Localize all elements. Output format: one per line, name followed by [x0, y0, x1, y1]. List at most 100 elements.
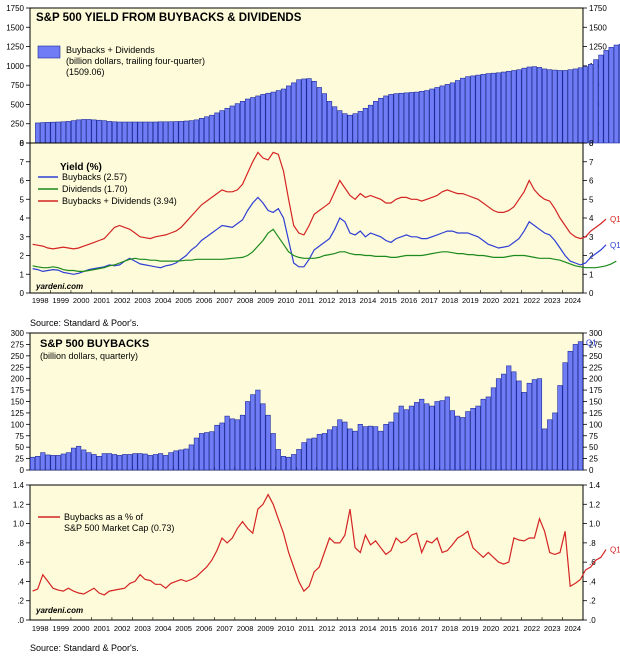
p3-bar — [158, 453, 164, 471]
p1-bar — [434, 87, 440, 144]
p3-ytick-label-right: 100 — [589, 420, 603, 429]
p1-bar — [613, 44, 619, 144]
p2-legend-label-green: Dividends (1.70) — [62, 184, 128, 194]
p1-ytick-label-left: 250 — [11, 120, 25, 129]
p1-bar — [245, 98, 251, 144]
p4-series-line-red — [32, 493, 607, 596]
p1-bar — [526, 66, 532, 144]
p4-ytick-label-right: 1.0 — [589, 520, 601, 529]
p3-bar — [111, 454, 118, 471]
p3-bar — [577, 341, 583, 471]
year-tick-label: 2005 — [175, 296, 192, 305]
year-tick-label: 2021 — [503, 624, 520, 633]
year-tick-label: 2002 — [114, 296, 131, 305]
p1-bar — [373, 101, 379, 144]
p1-bar — [511, 70, 517, 144]
year-tick-label: 2013 — [339, 624, 356, 633]
p1-bar — [204, 116, 210, 144]
p1-bar — [255, 95, 261, 144]
p1-bar — [265, 92, 271, 144]
p1-bar — [547, 69, 553, 144]
p4-plot-area — [29, 484, 584, 621]
p1-bar — [91, 119, 97, 144]
p3-bar — [367, 425, 374, 471]
p3-bar — [511, 371, 517, 471]
year-tick-label: 2010 — [278, 624, 295, 633]
year-tick-label: 2004 — [155, 296, 172, 305]
p1-bar — [183, 120, 189, 144]
p3-ytick-label-left: 175 — [11, 386, 25, 395]
p1-bar — [552, 69, 558, 144]
p3-title: S&P 500 BUYBACKS — [40, 338, 149, 350]
p1-bar — [76, 119, 82, 144]
p2-ytick-label-right: 1 — [589, 270, 594, 279]
p3-bar — [480, 398, 486, 471]
year-tick-label: 2000 — [73, 296, 90, 305]
p2-series-line-red — [32, 151, 607, 250]
p3-bar — [137, 453, 143, 471]
p3-ytick-label-left: 250 — [11, 352, 25, 361]
p1-title: S&P 500 YIELD FROM BUYBACKS & DIVIDENDS — [36, 12, 302, 24]
p1-bar — [347, 114, 353, 144]
p3-bar — [419, 398, 425, 471]
p4-watermark: yardeni.com — [35, 606, 83, 615]
p1-bar — [70, 120, 77, 144]
p3-ytick-label-right: 275 — [589, 340, 603, 349]
buybacks-dividends-panel: 0025025050050075075010001000125012501500… — [6, 4, 620, 148]
p3-bar — [557, 385, 563, 471]
p3-ytick-label-left: 25 — [15, 455, 24, 464]
year-tick-label: 2009 — [257, 296, 274, 305]
p2-ytick-label-left: 2 — [20, 252, 25, 261]
year-tick-label: 2008 — [237, 296, 254, 305]
p3-ytick-label-right: 225 — [589, 363, 603, 372]
p3-bar — [567, 350, 573, 471]
p1-bar — [403, 92, 409, 144]
p1-bar — [521, 67, 527, 144]
p1-bar — [598, 54, 604, 144]
p3-bar — [234, 419, 240, 471]
p3-bar — [326, 429, 333, 471]
p4-legend-label-line2: S&P 500 Market Cap (0.73) — [64, 523, 174, 533]
p1-bar — [142, 121, 148, 144]
year-tick-label: 2007 — [216, 296, 233, 305]
p1-bar — [424, 90, 430, 144]
buybacks-panel: 0 0 25 25 50 50 75 75 100 100 125 125 150 150 175 175 20… — [11, 329, 603, 475]
year-axis-top: 1998 1999 2000 2001 2002 2003 2004 2005 2006 2007… — [32, 296, 581, 305]
p1-bar — [531, 66, 537, 144]
year-tick-label: 2014 — [360, 296, 377, 305]
p3-bar — [296, 449, 302, 471]
p3-bar — [434, 401, 440, 471]
p1-ytick-label-left: 0 — [20, 139, 25, 148]
p1-bar — [40, 122, 46, 144]
p3-bar — [275, 449, 281, 471]
year-tick-label: 2009 — [257, 624, 274, 633]
buybacks-pct-panel: .0 .0 .2 .2 .4 .4 .6 .6 .8 .8 1.0 1.0 1.2 1.2 1.4 1.4 Q1… — [13, 481, 620, 625]
p1-bar — [301, 78, 307, 144]
year-tick-label: 2016 — [401, 624, 418, 633]
p2-plot-area — [29, 142, 584, 294]
p1-bar — [209, 114, 215, 144]
p3-bar — [562, 362, 568, 471]
p2-ytick-label-left: 0 — [20, 289, 25, 298]
p1-bar — [603, 50, 609, 144]
p1-legend-label: Buybacks + Dividends — [66, 45, 155, 55]
p3-bar — [526, 382, 532, 471]
p4-ytick-label-right: .0 — [589, 616, 596, 625]
year-tick-label: 2001 — [93, 624, 110, 633]
p3-bar — [142, 453, 148, 471]
p1-ytick-label-left: 500 — [11, 100, 25, 109]
p2-end-label-blue: Q1 — [610, 241, 620, 250]
p1-bar — [398, 92, 404, 144]
p1-bar — [454, 80, 461, 144]
p3-bar — [347, 428, 353, 471]
p3-ytick-label-right: 50 — [589, 443, 598, 452]
p1-bar — [449, 82, 455, 144]
p1-ytick-label-right: 1500 — [589, 23, 607, 32]
p1-bar — [193, 119, 199, 144]
p3-bar — [40, 452, 46, 471]
p2-ytick-label-right: 6 — [589, 177, 594, 186]
p1-bar — [188, 120, 194, 144]
p3-bar — [306, 438, 312, 471]
p2-ytick-label-left: 1 — [20, 270, 25, 279]
p1-bar — [229, 105, 235, 144]
